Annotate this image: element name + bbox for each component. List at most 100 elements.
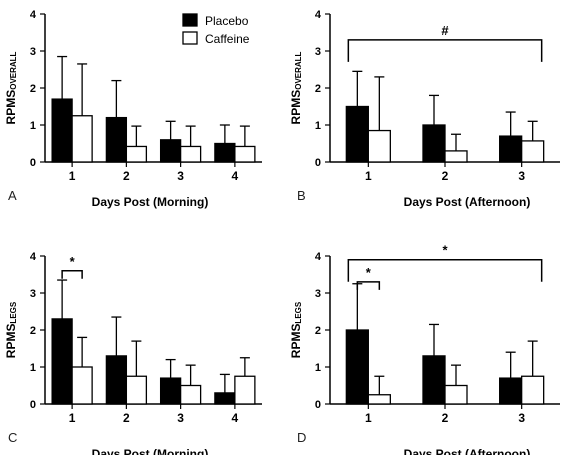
caffeine-bar	[521, 140, 545, 163]
caffeine-bar	[444, 384, 468, 405]
significance-bracket	[347, 258, 543, 282]
placebo-bar	[105, 355, 128, 405]
x-tick-label: 2	[123, 411, 130, 425]
y-axis-title-sub: LEGS	[9, 301, 18, 323]
chart-b: 0 1 2 3 4 1 2 3 Days Post (Afternoon) RPMSOVERALL…	[289, 9, 560, 209]
significance-label: #	[441, 23, 449, 38]
y-tick-label: 4	[30, 251, 37, 263]
y-tick-label: 0	[315, 157, 321, 169]
placebo-bar	[51, 318, 73, 405]
y-tick-label: 2	[30, 325, 36, 337]
y-axis-title-main: RPMS	[4, 324, 18, 359]
caffeine-bar	[125, 145, 148, 163]
legend-label: Caffeine	[205, 32, 250, 46]
placebo-bar	[345, 105, 369, 163]
y-axis-title-sub: OVERALL	[294, 51, 303, 89]
caffeine-bar	[71, 366, 93, 405]
caffeine-bar	[367, 394, 391, 405]
x-tick-label: 3	[177, 411, 184, 425]
significance-bracket	[61, 270, 83, 279]
placebo-bar	[345, 329, 369, 405]
x-tick-label: 4	[232, 411, 239, 425]
placebo-bar	[422, 124, 446, 163]
placebo-bar	[105, 116, 128, 163]
y-tick-label: 2	[315, 325, 321, 337]
y-tick-label: 3	[315, 46, 321, 58]
chart-a: 0 1 2 3 4 1 2 3 4 Days Post (Morning) RPMSOVERALL P…	[4, 9, 262, 209]
significance-bracket	[356, 281, 381, 290]
caffeine-bar	[179, 384, 202, 405]
y-tick-label: 4	[30, 9, 37, 21]
caffeine-bar	[179, 145, 202, 163]
x-axis-title: Days Post (Afternoon)	[404, 447, 531, 455]
chart-c: 0 1 2 3 4 1 2 3 4 Days Post (Morning) RPMSLEGS *	[4, 251, 262, 455]
panel-c: 0 1 2 3 4 1 2 3 4 Days Post (Morning) RPMSLEGS * C	[0, 227, 285, 455]
caffeine-bar	[234, 145, 256, 163]
y-tick-label: 3	[30, 288, 36, 300]
y-axis-title: RPMSLEGS	[4, 301, 18, 358]
panel-letter-c: C	[8, 430, 18, 445]
panel-d: 0 1 2 3 4 1 2 3 Days Post (Afternoon) RPMSLEGS * * …	[285, 227, 570, 455]
caffeine-bar	[125, 375, 148, 405]
panel-letter-d: D	[297, 430, 307, 445]
caffeine-bar	[234, 375, 256, 405]
placebo-bar	[159, 139, 182, 163]
y-axis-title-main: RPMS	[289, 90, 303, 125]
placebo-bar	[214, 142, 236, 163]
panel-a: 0 1 2 3 4 1 2 3 4 Days Post (Morning) RPMSOVERALL P…	[0, 0, 285, 227]
x-tick-label: 1	[69, 411, 76, 425]
placebo-bar	[159, 377, 182, 405]
x-axis-title: Days Post (Morning)	[92, 195, 209, 209]
panel-b: 0 1 2 3 4 1 2 3 Days Post (Afternoon) RPMSOVERALL…	[285, 0, 570, 227]
placebo-bar	[51, 98, 73, 163]
y-tick-label: 1	[30, 120, 36, 132]
y-axis-title: RPMSOVERALL	[289, 51, 303, 124]
y-axis-title-sub: OVERALL	[9, 51, 18, 89]
significance-label: *	[70, 254, 76, 269]
panel-letter-a: A	[8, 188, 17, 203]
placebo-bar	[499, 135, 523, 163]
chart-d: 0 1 2 3 4 1 2 3 Days Post (Afternoon) RPMSLEGS * *	[289, 243, 560, 455]
y-tick-label: 4	[315, 251, 322, 263]
y-axis-title-sub: LEGS	[294, 301, 303, 323]
y-tick-label: 0	[30, 157, 36, 169]
y-tick-label: 0	[30, 399, 36, 411]
placebo-bar	[499, 377, 523, 405]
y-tick-label: 1	[30, 362, 36, 374]
y-axis-title: RPMSLEGS	[289, 301, 303, 358]
y-tick-label: 1	[315, 362, 321, 374]
y-tick-label: 0	[315, 399, 321, 411]
x-tick-label: 3	[518, 169, 525, 183]
caffeine-bar	[367, 129, 391, 163]
x-tick-label: 1	[365, 411, 372, 425]
x-tick-label: 2	[442, 169, 449, 183]
y-tick-label: 1	[315, 120, 321, 132]
panel-letter-b: B	[297, 188, 306, 203]
x-tick-label: 3	[518, 411, 525, 425]
legend-swatch	[182, 13, 198, 27]
significance-bracket	[347, 39, 543, 62]
caffeine-bar	[521, 375, 545, 405]
y-tick-label: 2	[315, 83, 321, 95]
x-axis-title: Days Post (Morning)	[92, 447, 209, 455]
x-tick-label: 3	[177, 169, 184, 183]
x-axis-title: Days Post (Afternoon)	[404, 195, 531, 209]
y-axis-title-main: RPMS	[289, 324, 303, 359]
x-tick-label: 4	[232, 169, 239, 183]
x-tick-label: 2	[123, 169, 130, 183]
significance-label: *	[442, 243, 448, 258]
y-tick-label: 3	[30, 46, 36, 58]
x-tick-label: 2	[442, 411, 449, 425]
placebo-bar	[214, 392, 236, 405]
legend-swatch	[182, 31, 198, 45]
caffeine-bar	[444, 150, 468, 163]
y-tick-label: 3	[315, 288, 321, 300]
y-axis-title-main: RPMS	[4, 90, 18, 125]
placebo-bar	[422, 355, 446, 405]
y-tick-label: 2	[30, 83, 36, 95]
significance-label: *	[366, 265, 372, 280]
legend-label: Placebo	[205, 14, 249, 28]
y-axis-title: RPMSOVERALL	[4, 51, 18, 124]
x-tick-label: 1	[69, 169, 76, 183]
